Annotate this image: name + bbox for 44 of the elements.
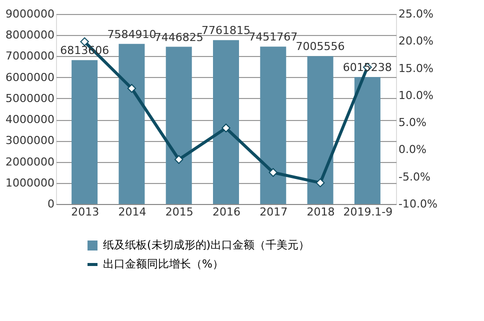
bar	[354, 77, 380, 204]
legend-label: 出口金额同比增长（%）	[103, 258, 224, 270]
y2-tick-label: 0.0%	[398, 143, 426, 156]
bar	[307, 56, 334, 204]
y2-tick-label: 25.0%	[398, 8, 434, 20]
y2-tick-label: -5.0%	[398, 170, 430, 184]
bar	[260, 46, 286, 204]
data-label: 7584910	[107, 28, 156, 41]
y2-tick-label: -10.0%	[398, 198, 438, 210]
x-tick-label: 2018	[306, 206, 335, 218]
y-tick-label: 6000000	[6, 70, 54, 84]
x-tick-label: 2013	[71, 206, 100, 218]
y-tick-label: 2000000	[6, 155, 54, 168]
x-tick-label: 2015	[165, 206, 194, 218]
data-label: 7005556	[296, 40, 345, 54]
y-tick-label: 7000000	[6, 50, 54, 63]
y-tick-label: 3000000	[6, 134, 54, 148]
y-tick-label: 8000000	[6, 28, 54, 42]
x-tick-label: 2016	[212, 206, 240, 218]
point	[316, 178, 325, 188]
point	[174, 155, 184, 164]
x-tick-label: 2017	[260, 206, 288, 218]
y2-tick-label: 20.0%	[398, 34, 434, 48]
y2-tick-label: 5.0%	[398, 116, 426, 130]
point	[127, 84, 136, 93]
point	[268, 168, 278, 177]
data-label: 7761815	[202, 24, 250, 38]
bar	[72, 60, 98, 204]
bar	[118, 44, 145, 204]
x-tick-label: 2014	[118, 206, 146, 218]
y-tick-label: 1000000	[6, 176, 54, 190]
y-tick-label: 5000000	[6, 92, 54, 105]
bar	[213, 40, 239, 204]
y2-tick-label: 10.0%	[398, 88, 434, 102]
legend-label: 纸及纸板(未切成形的)出口金额（千美元）	[103, 238, 310, 252]
data-label: 7451767	[248, 30, 298, 44]
bar	[166, 46, 192, 204]
x-tick-label: 2019.1-9	[343, 206, 393, 218]
y-tick-label: 9000000	[6, 8, 54, 20]
data-label: 7446825	[154, 30, 204, 44]
y-tick-label: 0	[48, 198, 54, 210]
y-tick-label: 4000000	[6, 113, 54, 126]
y2-tick-label: 15.0%	[398, 62, 434, 75]
point	[222, 124, 230, 132]
